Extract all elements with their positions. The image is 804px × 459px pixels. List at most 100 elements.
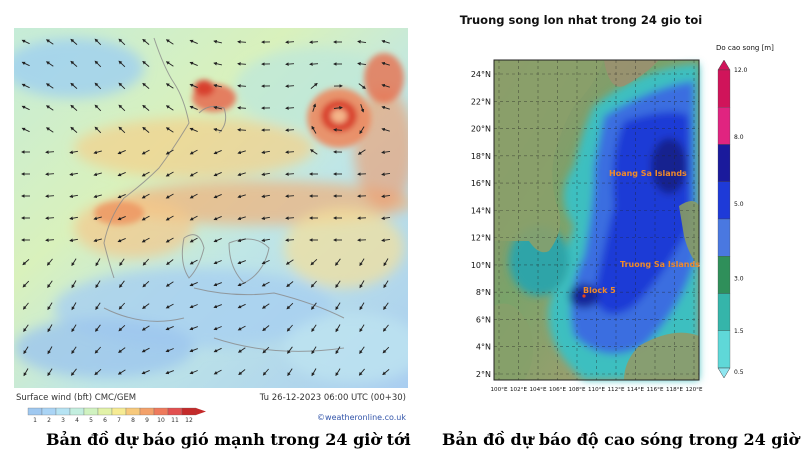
- wind-scale-swatch: [97, 407, 113, 416]
- wind-arrow: [238, 369, 246, 376]
- wind-arrow: [45, 150, 55, 154]
- wind-arrow: [237, 216, 246, 221]
- wind-arrow: [93, 216, 102, 221]
- wind-arrow: [213, 193, 222, 199]
- wind-arrow: [383, 258, 389, 267]
- colorbar-label: 0.5: [734, 369, 744, 376]
- colorbar-label: 3.0: [734, 276, 744, 283]
- latitude-label: 6°N: [476, 315, 491, 324]
- wind-arrow: [189, 348, 198, 353]
- wind-arrow: [141, 171, 150, 177]
- wind-arrow: [70, 104, 78, 111]
- latitude-label: 8°N: [476, 288, 491, 297]
- wind-arrow: [141, 347, 150, 353]
- wind-arrow: [142, 82, 150, 89]
- wind-arrow: [70, 60, 78, 67]
- wind-arrow: [189, 39, 198, 45]
- latitude-label: 14°N: [471, 206, 491, 215]
- longitude-label: 108°E: [568, 387, 585, 393]
- wind-arrow: [237, 40, 247, 44]
- wind-arrow: [381, 127, 390, 132]
- wind-scale-swatch: [55, 407, 71, 416]
- latitude-label: 10°N: [471, 261, 491, 270]
- wind-arrow: [117, 237, 126, 243]
- wind-arrow: [142, 303, 150, 309]
- wind-arrow: [189, 149, 198, 155]
- wind-arrow: [237, 238, 246, 243]
- wind-arrow: [189, 215, 198, 221]
- wind-scale-label: 10: [157, 417, 165, 424]
- wind-arrow: [94, 368, 102, 376]
- wind-arrow: [22, 280, 30, 288]
- wind-arrow: [189, 326, 198, 331]
- wind-arrow: [45, 127, 54, 133]
- wind-arrow: [142, 258, 150, 266]
- wave-map-caption: Bản đồ dự báo độ cao sóng trong 24 giờ t…: [442, 430, 804, 449]
- wind-arrow: [70, 126, 78, 133]
- wind-scale-label: 8: [131, 417, 135, 424]
- wind-arrow: [261, 238, 270, 242]
- place-hoang-sa: Hoang Sa Islands: [609, 169, 687, 178]
- wind-arrow: [165, 281, 174, 287]
- latitude-label: 2°N: [476, 370, 491, 379]
- longitude-label: 112°E: [607, 387, 624, 393]
- wind-arrow: [45, 216, 55, 220]
- wind-arrow: [381, 83, 390, 88]
- wind-scale-swatch: [27, 407, 43, 416]
- colorbar-label: 5.0: [734, 201, 744, 208]
- wind-arrow: [237, 303, 246, 309]
- wind-arrow: [381, 216, 391, 220]
- wind-arrow: [189, 61, 198, 67]
- wind-arrow: [69, 194, 78, 198]
- block-5-marker: [582, 294, 586, 298]
- wind-arrow: [381, 172, 391, 176]
- wind-arrow: [285, 128, 295, 132]
- wind-arrow: [285, 172, 295, 176]
- wind-arrow: [189, 370, 198, 375]
- wind-scale-label: 7: [117, 417, 121, 424]
- wind-arrow: [286, 281, 294, 288]
- wind-arrow: [165, 127, 174, 133]
- wind-arrow: [285, 259, 294, 265]
- longitude-label: 118°E: [666, 387, 683, 393]
- wind-map-caption: Bản đồ dự báo gió mạnh trong 24 giờ tới: [46, 430, 411, 449]
- wind-arrow: [119, 280, 125, 288]
- colorbar-top-arrow: [717, 59, 731, 71]
- wind-arrow: [93, 150, 102, 155]
- wind-arrow: [93, 194, 102, 199]
- wind-arrow: [93, 172, 102, 177]
- longitude-label: 116°E: [646, 387, 663, 393]
- wind-arrow: [311, 346, 317, 355]
- wind-arrow: [310, 258, 318, 266]
- wind-arrow: [286, 324, 293, 332]
- wind-arrow: [70, 82, 78, 89]
- wind-arrow: [382, 346, 390, 354]
- wind-scale-swatch: [167, 407, 183, 416]
- wind-arrow: [69, 172, 78, 176]
- wind-arrow: [381, 194, 391, 198]
- colorbar-label: 1.5: [734, 328, 744, 335]
- colorbar-segment: [717, 181, 731, 220]
- wind-scale-swatch: [125, 407, 141, 416]
- wind-arrow: [261, 259, 270, 265]
- longitude-label: 120°E: [685, 387, 702, 393]
- wind-arrow: [141, 215, 150, 221]
- wind-arrow: [69, 150, 78, 154]
- wind-arrow: [142, 38, 150, 45]
- wind-arrow: [189, 281, 198, 287]
- wind-arrow: [70, 38, 78, 45]
- wind-arrow: [95, 302, 101, 311]
- wind-arrow: [95, 324, 101, 332]
- wind-arrow: [261, 150, 270, 154]
- wind-arrow: [237, 172, 246, 177]
- wind-arrow: [335, 368, 341, 377]
- wind-arrow: [189, 171, 198, 177]
- wind-map: Surface wind (bft) CMC/GEM Tu 26-12-2023…: [4, 28, 424, 426]
- wind-arrow: [382, 369, 390, 376]
- wind-arrow: [47, 324, 53, 333]
- wind-scale-label: 12: [185, 417, 193, 424]
- wind-arrow: [117, 369, 126, 375]
- wind-arrow: [261, 216, 270, 220]
- wind-arrow: [381, 105, 390, 110]
- wind-arrow: [165, 370, 174, 375]
